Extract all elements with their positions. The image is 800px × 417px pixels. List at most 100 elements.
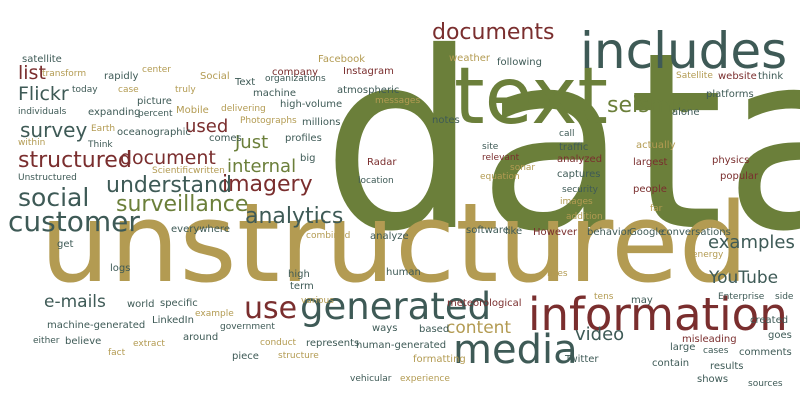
word-center: center bbox=[142, 65, 171, 75]
word-experience: experience bbox=[400, 374, 450, 384]
word-security: security bbox=[562, 185, 598, 195]
word-high: high bbox=[288, 269, 310, 280]
word-today: today bbox=[72, 85, 98, 95]
word-high-volume: high-volume bbox=[280, 99, 343, 110]
word-includes: includes bbox=[580, 22, 788, 80]
word-around: around bbox=[183, 332, 219, 343]
word-analyzed: analyzed bbox=[557, 154, 603, 165]
word-machine: machine bbox=[253, 88, 296, 99]
word-documents: documents bbox=[432, 20, 555, 45]
word-like: like bbox=[505, 226, 523, 237]
word-organizations: organizations bbox=[265, 74, 326, 84]
word-lives: lives bbox=[547, 269, 568, 279]
word-satellite: satellite bbox=[22, 54, 62, 65]
word-mobile: Mobile bbox=[176, 105, 209, 116]
word-fact: fact bbox=[108, 348, 126, 358]
word-term: term bbox=[290, 281, 314, 292]
word-represents: represents bbox=[306, 338, 360, 349]
word-example: example bbox=[195, 309, 234, 319]
word-notes: notes bbox=[432, 115, 460, 126]
word-people: people bbox=[633, 184, 667, 195]
word-physics: physics bbox=[712, 155, 750, 166]
word-list: list bbox=[18, 62, 46, 84]
word-facebook: Facebook bbox=[318, 54, 365, 65]
word-seismic: seismic bbox=[607, 93, 690, 118]
word-picture: picture bbox=[137, 96, 172, 107]
word-machine-generated: machine-generated bbox=[47, 320, 146, 331]
word-understand: understand bbox=[106, 173, 232, 198]
word-used: used bbox=[185, 116, 229, 137]
word-images: images bbox=[560, 197, 593, 207]
word-vehicular: vehicular bbox=[350, 374, 392, 384]
word-flickr: Flickr bbox=[18, 83, 69, 105]
word-generated: generated bbox=[300, 285, 492, 328]
word-platforms: platforms bbox=[706, 89, 754, 100]
word-customer: customer bbox=[8, 205, 140, 238]
word-written: written bbox=[193, 166, 225, 176]
word-conversations: conversations bbox=[661, 227, 731, 238]
word-e-mails: e-mails bbox=[44, 292, 106, 312]
word-big: big bbox=[300, 153, 316, 164]
word-millions: millions bbox=[302, 117, 341, 128]
word-surveillance: surveillance bbox=[116, 192, 249, 217]
word-google: Google bbox=[629, 227, 665, 238]
word-location: location bbox=[358, 176, 394, 186]
word-traffic: traffic bbox=[559, 142, 589, 153]
word-satellite: Satellite bbox=[676, 71, 713, 81]
word-truly: truly bbox=[175, 85, 196, 95]
word-call: call bbox=[559, 129, 575, 139]
word-everywhere: everywhere bbox=[171, 224, 230, 235]
word-imagery: imagery bbox=[222, 172, 313, 197]
word-earth: Earth bbox=[91, 124, 116, 134]
word-following: following bbox=[497, 57, 542, 68]
word-linkedin: LinkedIn bbox=[152, 315, 194, 326]
word-think: Think bbox=[88, 140, 113, 150]
word-social: social bbox=[18, 183, 90, 212]
word-oceanographic: oceanographic bbox=[117, 127, 191, 138]
word-human-generated: human-generated bbox=[356, 340, 447, 351]
word-analytics: analytics bbox=[245, 204, 344, 229]
word-sonar: sonar bbox=[510, 163, 536, 173]
word-unstructured: unstructured bbox=[40, 179, 749, 307]
word-popular: popular bbox=[720, 171, 759, 182]
word-actually: actually bbox=[636, 140, 676, 151]
word-youtube: YouTube bbox=[709, 268, 779, 288]
word-cases: cases bbox=[703, 346, 729, 356]
word-survey: survey bbox=[20, 118, 88, 142]
word-software: software bbox=[466, 225, 509, 236]
word-percent: percent bbox=[138, 109, 173, 119]
word-profiles: profiles bbox=[285, 133, 322, 144]
word-behavior: behavior bbox=[587, 227, 631, 238]
word-within: within bbox=[18, 138, 46, 148]
word-weather: weather bbox=[449, 53, 490, 64]
word-use: use bbox=[244, 291, 298, 326]
word-examples: examples bbox=[708, 232, 795, 253]
word-logs: logs bbox=[110, 263, 131, 274]
word-various: various bbox=[301, 296, 334, 306]
word-formatting: formatting bbox=[413, 354, 466, 365]
word-text: text bbox=[454, 52, 608, 142]
word-misleading: misleading bbox=[682, 334, 737, 345]
word-either: either bbox=[33, 336, 60, 346]
word-scientific: Scientific bbox=[152, 166, 194, 176]
word-website: website bbox=[718, 71, 757, 82]
word-instagram: Instagram bbox=[343, 66, 394, 77]
word-think: think bbox=[758, 71, 784, 82]
word-believe: believe bbox=[65, 336, 102, 347]
word-photographs: Photographs bbox=[240, 116, 297, 126]
word-just: Just bbox=[235, 132, 269, 153]
word-government: government bbox=[220, 322, 275, 332]
word-twitter: Twitter bbox=[565, 354, 599, 365]
word-get: get bbox=[57, 239, 74, 250]
word-specific: specific bbox=[160, 298, 198, 309]
word-content: content bbox=[446, 318, 512, 338]
word-comes: comes bbox=[209, 133, 242, 144]
word-rapidly: rapidly bbox=[104, 71, 139, 82]
word-internal: internal bbox=[227, 156, 297, 177]
word-case: case bbox=[118, 85, 139, 95]
word-text: Text bbox=[235, 77, 256, 88]
word-atmospheric: atmospheric bbox=[337, 85, 400, 96]
word-expanding: expanding bbox=[88, 107, 141, 118]
word-side: side bbox=[775, 292, 794, 302]
